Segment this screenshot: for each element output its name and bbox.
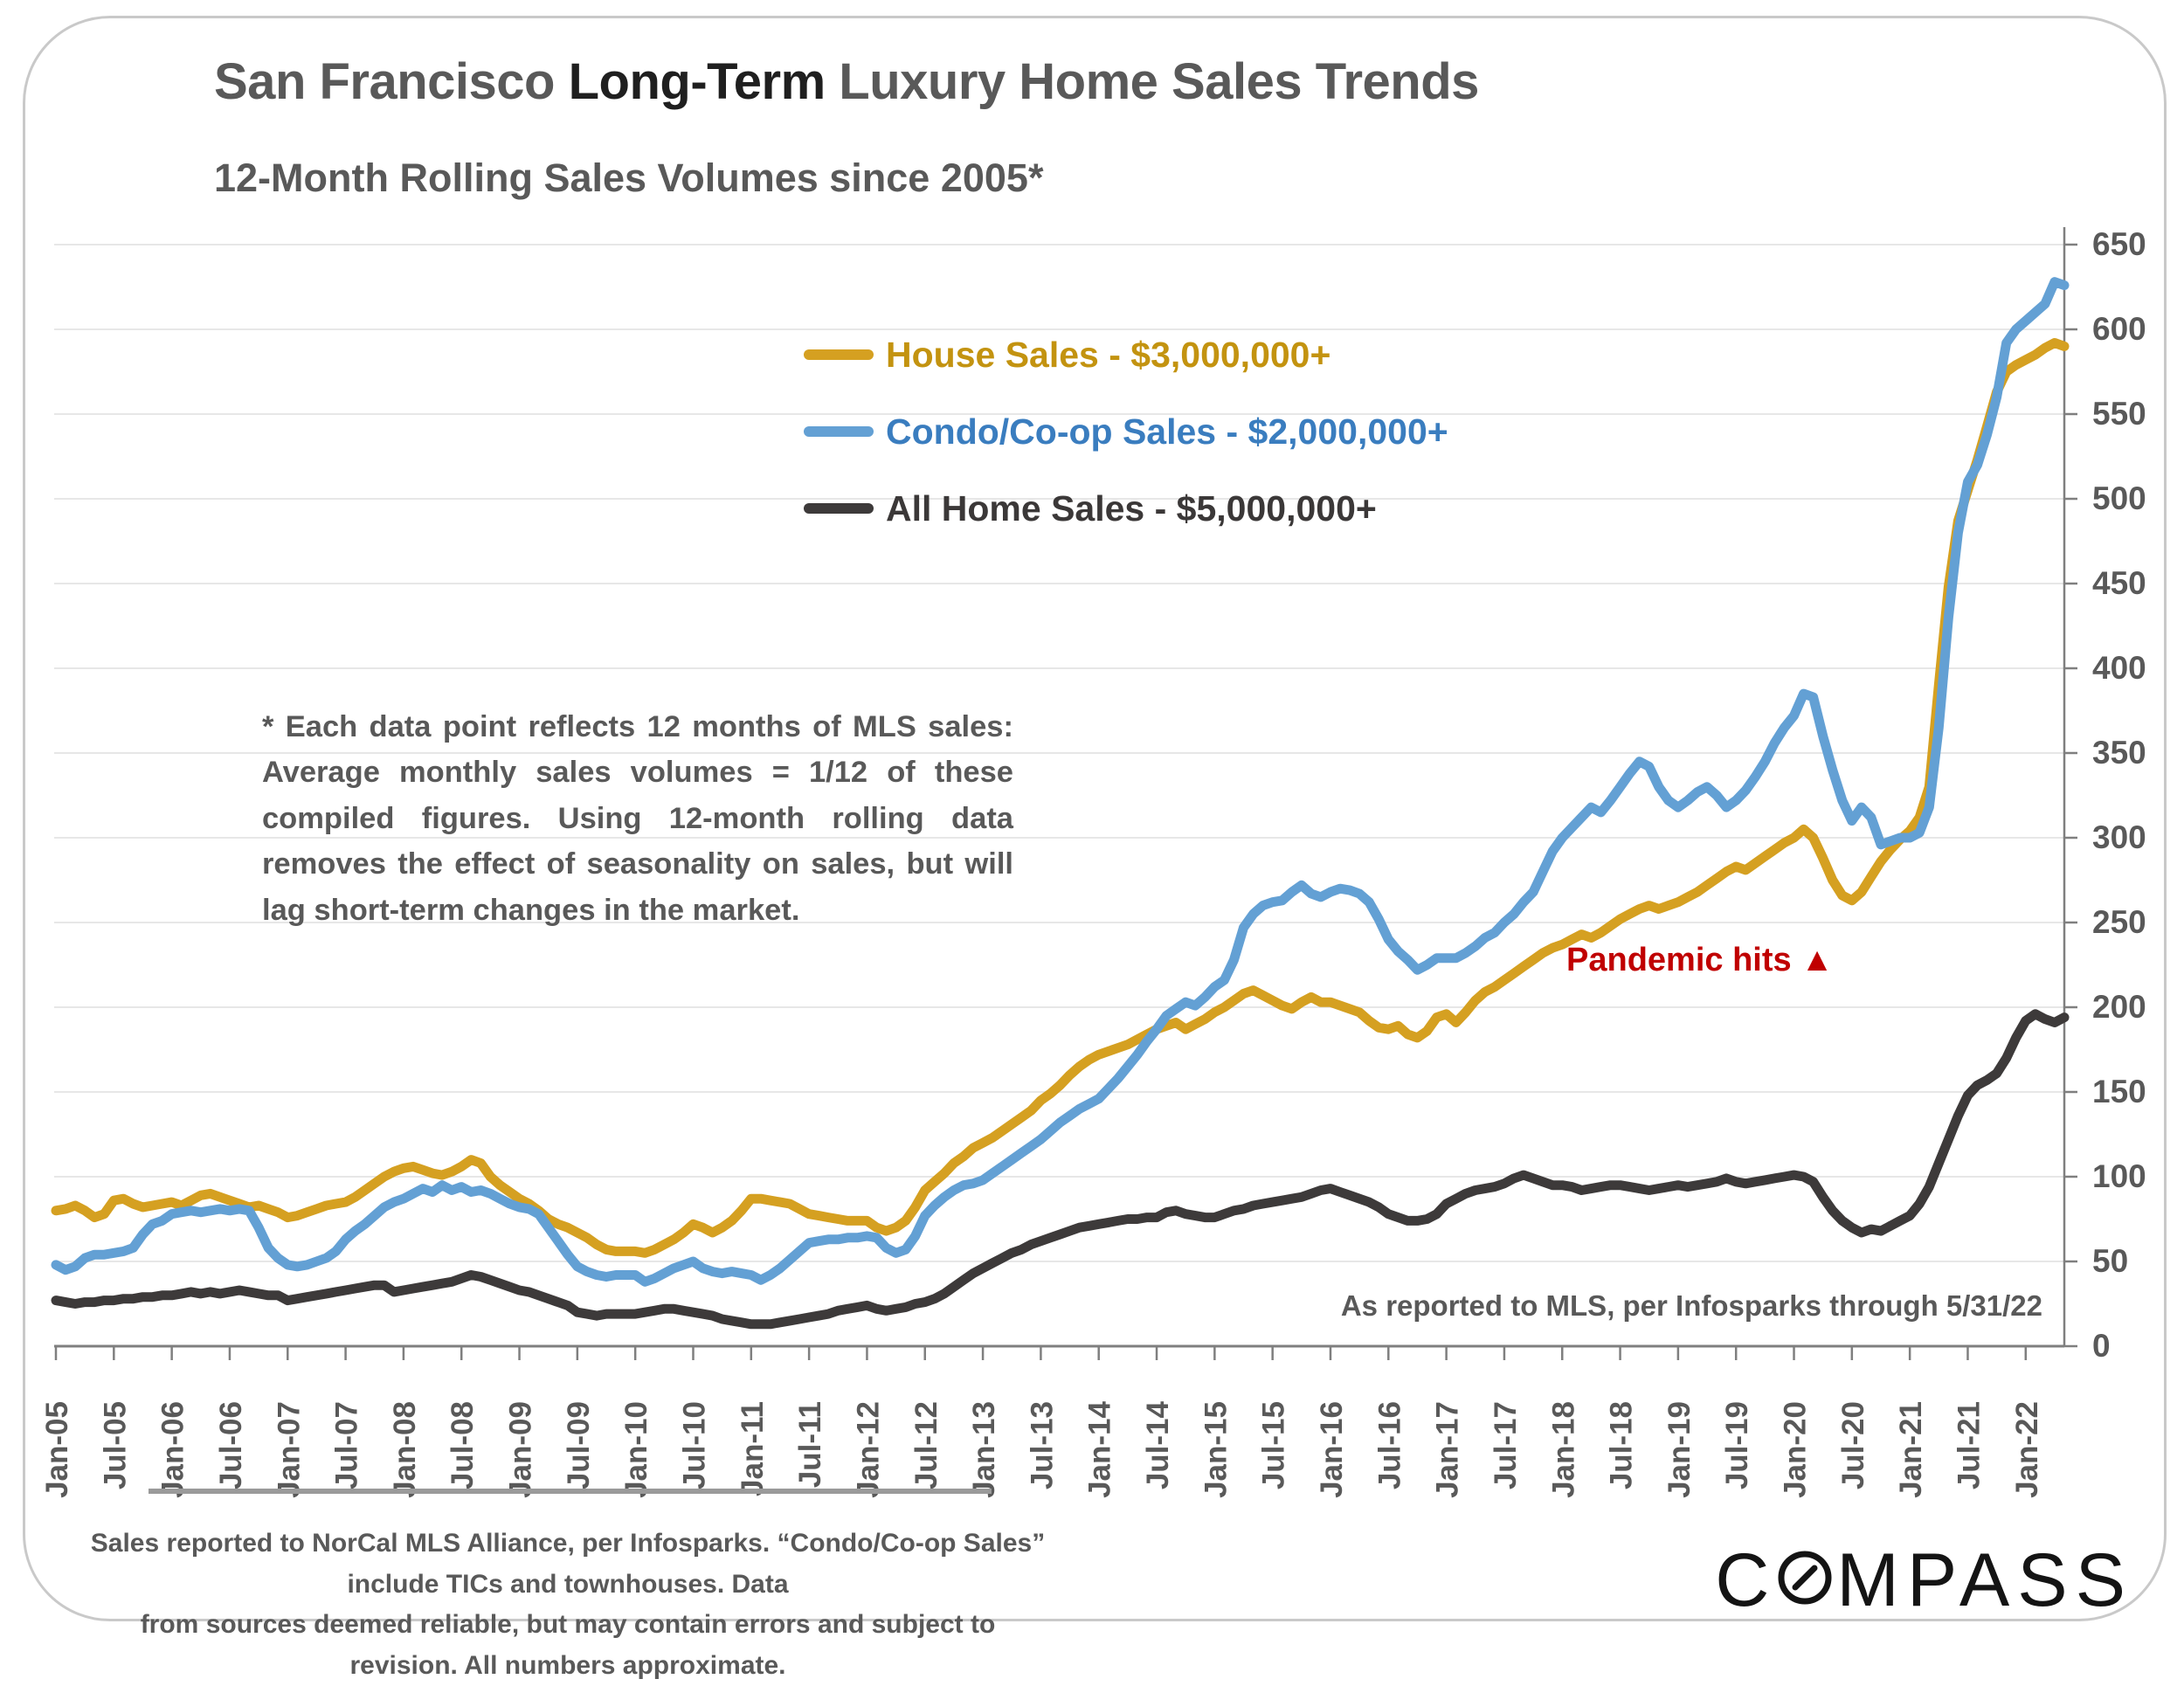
x-tick-label: Jul-05 — [98, 1401, 132, 1489]
x-tick-label: Jul-17 — [1489, 1401, 1523, 1489]
x-tick-label: Jul-09 — [562, 1401, 596, 1489]
x-tick-label: Jul-14 — [1141, 1400, 1175, 1489]
x-tick-label: Jan-13 — [967, 1401, 1001, 1498]
x-tick-label: Jan-18 — [1546, 1401, 1580, 1498]
title-part1: San Francisco — [214, 53, 569, 110]
series-line-1 — [51, 277, 2070, 1287]
x-tick-label: Jul-16 — [1372, 1401, 1406, 1489]
y-tick-label: 650 — [2092, 226, 2146, 262]
x-tick-label: Jan-05 — [40, 1401, 74, 1498]
x-tick-label: Jan-09 — [504, 1401, 538, 1498]
compass-logo-mpass: MPASS — [1836, 1538, 2133, 1622]
all-home-sales-line-swatch — [804, 503, 874, 514]
x-tick-label: Jan-12 — [851, 1401, 885, 1498]
y-tick-label: 450 — [2092, 565, 2146, 601]
slide-card — [23, 16, 2167, 1621]
chart-subtitle: 12-Month Rolling Sales Volumes since 200… — [214, 155, 1044, 200]
x-tick-label: Jul-07 — [330, 1401, 364, 1489]
y-tick-label: 250 — [2092, 904, 2146, 940]
house-sales-line-swatch — [804, 349, 874, 360]
x-tick-label: Jan-14 — [1083, 1400, 1117, 1497]
title-emphasis: Long-Term — [568, 53, 826, 110]
x-tick-label: Jan-11 — [736, 1401, 770, 1496]
footer-line1: Sales reported to NorCal MLS Alliance, p… — [90, 1529, 1046, 1599]
x-tick-label: Jul-19 — [1720, 1401, 1754, 1489]
title-part2: Luxury Home Sales Trends — [825, 53, 1479, 110]
chart-legend: House Sales - $3,000,000+ Condo/Co-op Sa… — [804, 334, 1448, 564]
condo-sales-line-swatch — [804, 426, 874, 437]
condo-sales-legend-label: Condo/Co-op Sales - $2,000,000+ — [886, 411, 1448, 452]
compass-logo-c: C — [1715, 1538, 1778, 1622]
page-title: San Francisco Long-Term Luxury Home Sale… — [214, 52, 1479, 111]
legend-row-house: House Sales - $3,000,000+ — [804, 334, 1448, 376]
footer-disclaimer: Sales reported to NorCal MLS Alliance, p… — [87, 1524, 1048, 1686]
all-home-sales-legend-label: All Home Sales - $5,000,000+ — [886, 487, 1377, 529]
x-tick-label: Jul-15 — [1257, 1401, 1291, 1489]
x-tick-label: Jul-20 — [1836, 1401, 1870, 1489]
x-tick-label: Jul-13 — [1025, 1401, 1059, 1489]
data-source-annotation: As reported to MLS, per Infosparks throu… — [1340, 1289, 2042, 1322]
footer-line2: from sources deemed reliable, but may co… — [140, 1610, 996, 1680]
y-tick-label: 400 — [2092, 650, 2146, 686]
pandemic-annotation: Pandemic hits ▲ — [1566, 942, 1834, 978]
compass-logo: C MPASS — [1715, 1537, 2133, 1624]
x-tick-label: Jan-06 — [156, 1401, 190, 1498]
x-tick-label: Jul-12 — [909, 1401, 943, 1489]
legend-row-condo: Condo/Co-op Sales - $2,000,000+ — [804, 411, 1448, 453]
x-tick-label: Jan-20 — [1779, 1401, 1813, 1498]
x-tick-label: Jan-16 — [1315, 1401, 1349, 1498]
y-tick-label: 300 — [2092, 819, 2146, 855]
y-tick-label: 0 — [2092, 1328, 2111, 1364]
y-tick-label: 500 — [2092, 480, 2146, 516]
x-tick-label: Jan-07 — [272, 1401, 306, 1498]
compass-o-icon — [1775, 1537, 1835, 1624]
sales-trend-chart: 0 50 100 150 200 250 300 350 400 450 500 550 600 650 J… — [40, 226, 2146, 1498]
x-tick-label: Jan-22 — [2010, 1401, 2044, 1498]
legend-row-all-homes: All Home Sales - $5,000,000+ — [804, 487, 1448, 529]
y-tick-label: 100 — [2092, 1158, 2146, 1194]
methodology-note: * Each data point reflects 12 months of … — [262, 710, 1013, 927]
x-tick-label: Jan-08 — [388, 1401, 422, 1498]
y-tick-label: 550 — [2092, 396, 2146, 432]
x-tick-label: Jul-11 — [793, 1401, 827, 1488]
x-tick-label: Jul-21 — [1952, 1401, 1986, 1489]
x-tick-label: Jul-18 — [1605, 1401, 1639, 1489]
x-tick-label: Jan-17 — [1431, 1401, 1465, 1498]
series-line-2 — [51, 1009, 2070, 1330]
y-tick-label: 150 — [2092, 1074, 2146, 1109]
x-tick-label: Jul-10 — [677, 1401, 711, 1489]
y-tick-label: 200 — [2092, 989, 2146, 1025]
y-tick-label: 50 — [2092, 1243, 2128, 1279]
x-tick-label: Jul-06 — [214, 1401, 248, 1489]
y-tick-label: 350 — [2092, 735, 2146, 770]
house-sales-legend-label: House Sales - $3,000,000+ — [886, 334, 1331, 375]
y-tick-label: 600 — [2092, 311, 2146, 347]
x-tick-label: Jan-19 — [1662, 1401, 1697, 1498]
x-tick-label: Jul-08 — [446, 1401, 480, 1489]
x-tick-label: Jan-15 — [1199, 1401, 1233, 1498]
series-line-0 — [51, 338, 2070, 1258]
footer-divider — [149, 1489, 992, 1494]
x-tick-label: Jan-21 — [1894, 1401, 1928, 1498]
x-tick-label: Jan-10 — [619, 1401, 653, 1498]
